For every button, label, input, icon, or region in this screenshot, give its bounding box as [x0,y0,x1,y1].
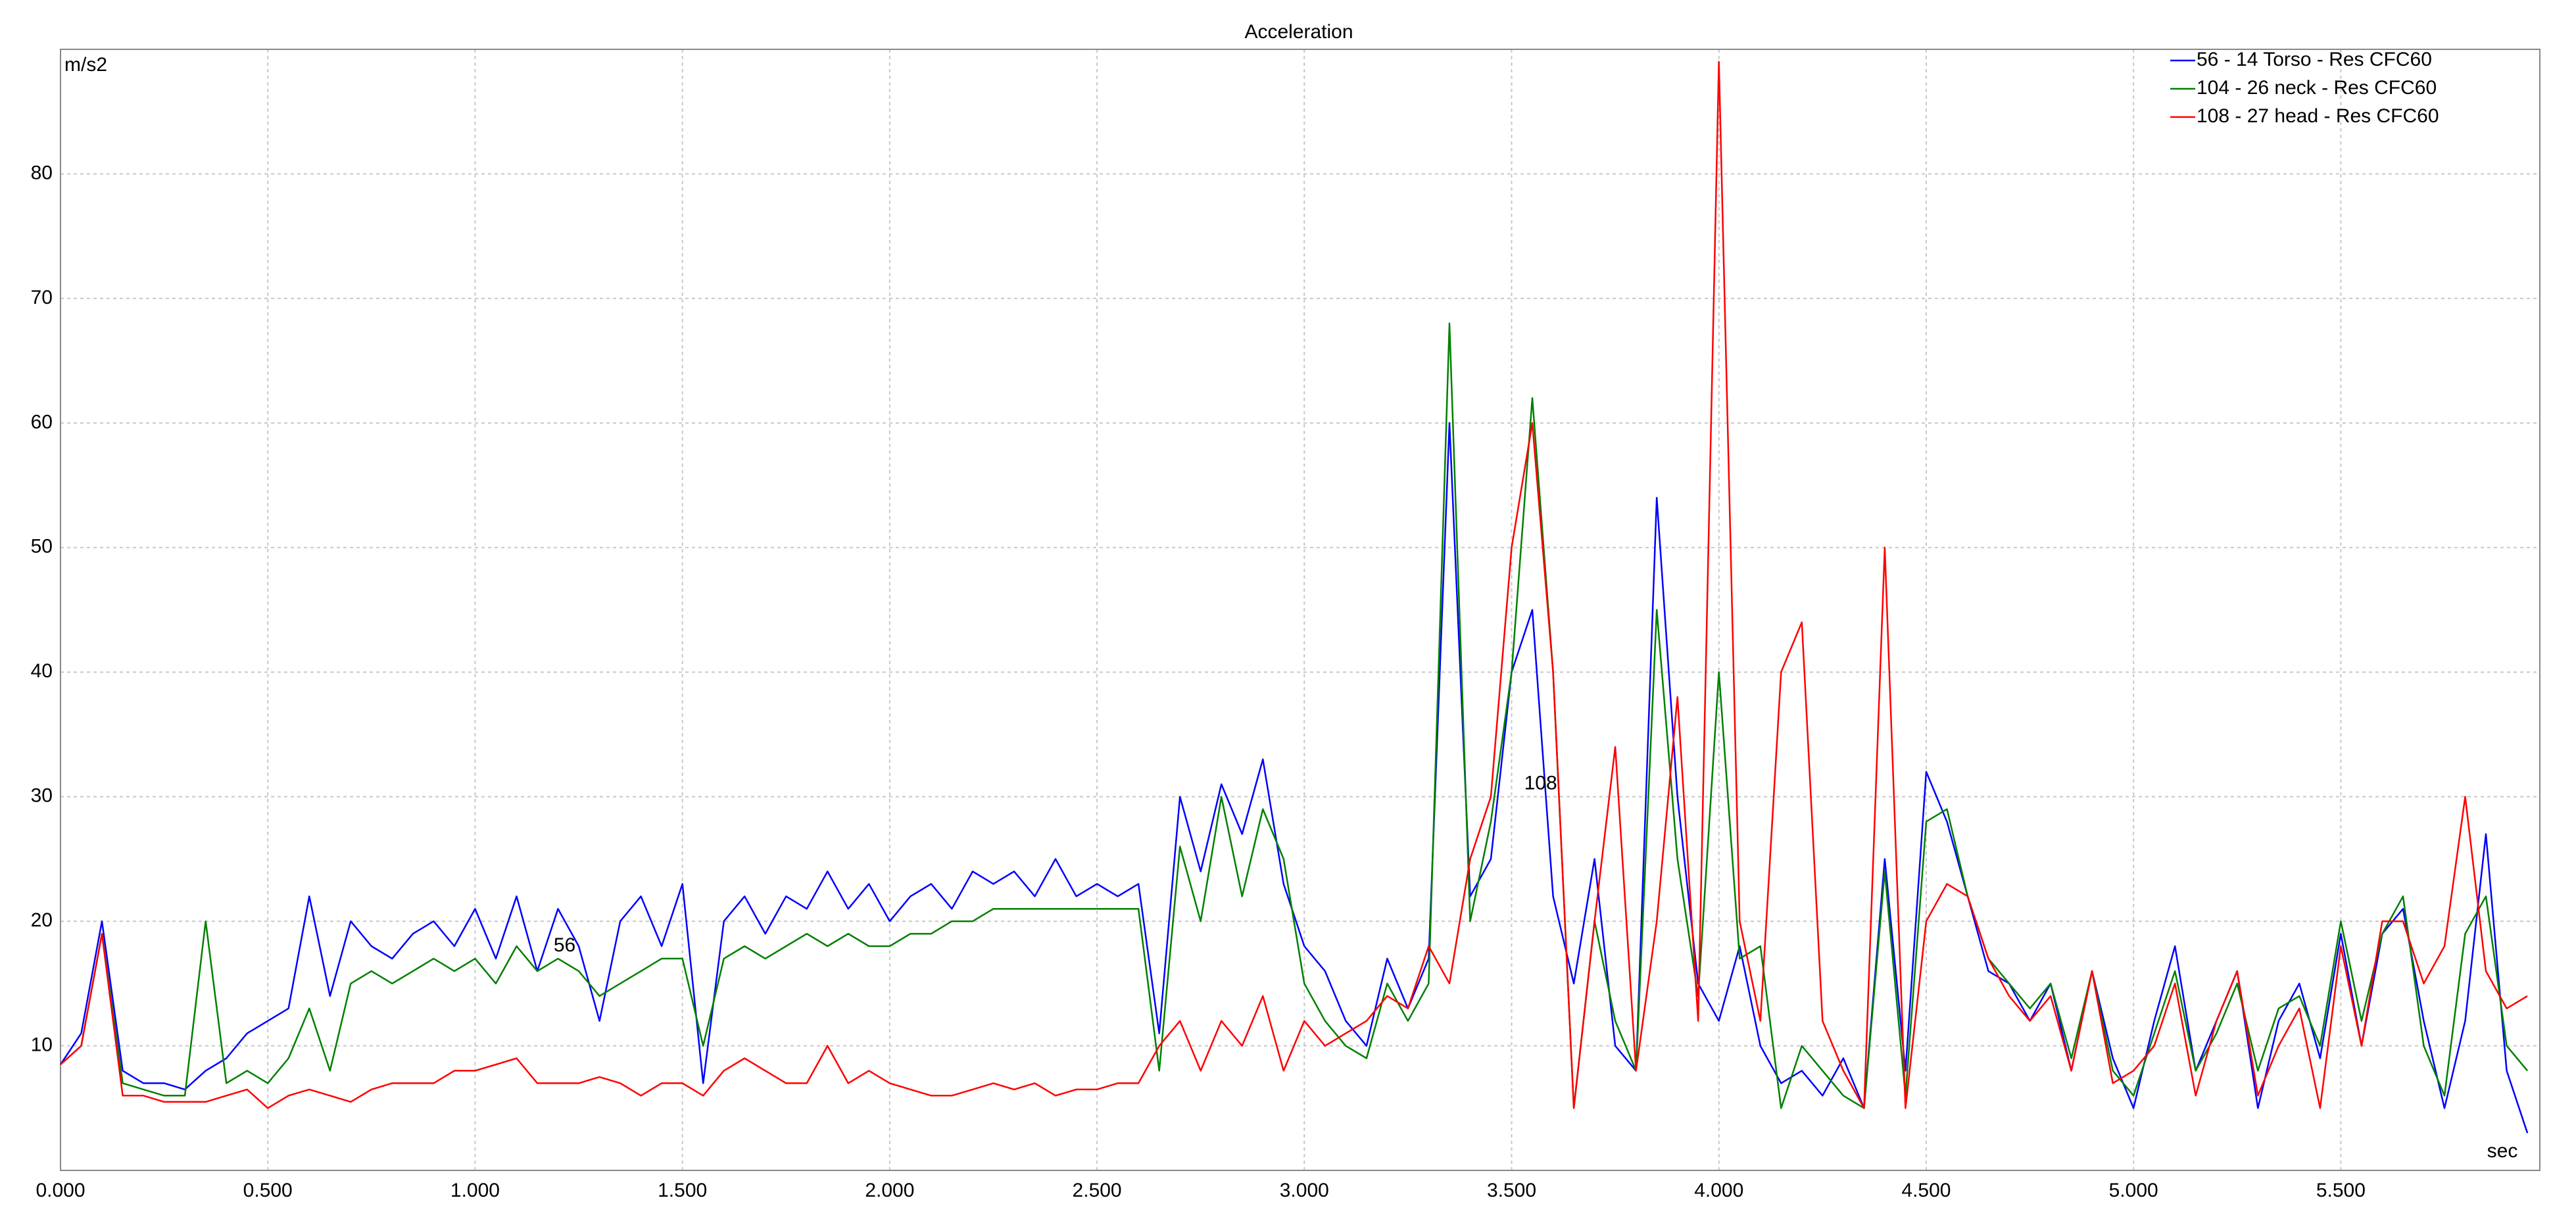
x-tick-label: 3.500 [1487,1180,1536,1201]
curve-annotation: 56 [554,934,575,956]
y-tick-label: 50 [31,536,53,558]
x-tick-label: 1.000 [450,1180,500,1201]
y-tick-label: 70 [31,287,53,308]
x-tick-label: 5.000 [2109,1180,2158,1201]
legend-label: 56 - 14 Torso - Res CFC60 [2197,49,2432,70]
x-tick-label: 0.000 [36,1180,85,1201]
x-tick-label: 4.000 [1694,1180,1743,1201]
y-tick-label: 80 [31,162,53,183]
legend-label: 108 - 27 head - Res CFC60 [2197,105,2439,127]
chart-title: Acceleration [1244,21,1353,43]
x-tick-label: 2.000 [865,1180,914,1201]
plot-frame [60,49,2540,1171]
curve-annotation: 108 [1524,773,1557,794]
x-tick-label: 4.500 [1901,1180,1951,1201]
legend-label: 104 - 26 neck - Res CFC60 [2197,77,2437,99]
x-tick-label: 3.000 [1280,1180,1329,1201]
series-line [60,322,2529,1109]
series-line [60,60,2528,1109]
y-tick-label: 20 [31,909,53,931]
series-line [59,422,2529,1134]
x-tick-label: 1.500 [658,1180,707,1201]
y-tick-label: 60 [31,411,53,433]
y-axis-label: m/s2 [64,54,107,76]
x-tick-label: 0.500 [243,1180,293,1201]
x-tick-label: 2.500 [1073,1180,1122,1201]
y-tick-label: 40 [31,660,53,682]
y-tick-label: 30 [31,785,53,807]
x-tick-label: 5.500 [2316,1180,2366,1201]
y-tick-label: 10 [31,1034,53,1055]
x-axis-label: sec [2487,1140,2518,1162]
